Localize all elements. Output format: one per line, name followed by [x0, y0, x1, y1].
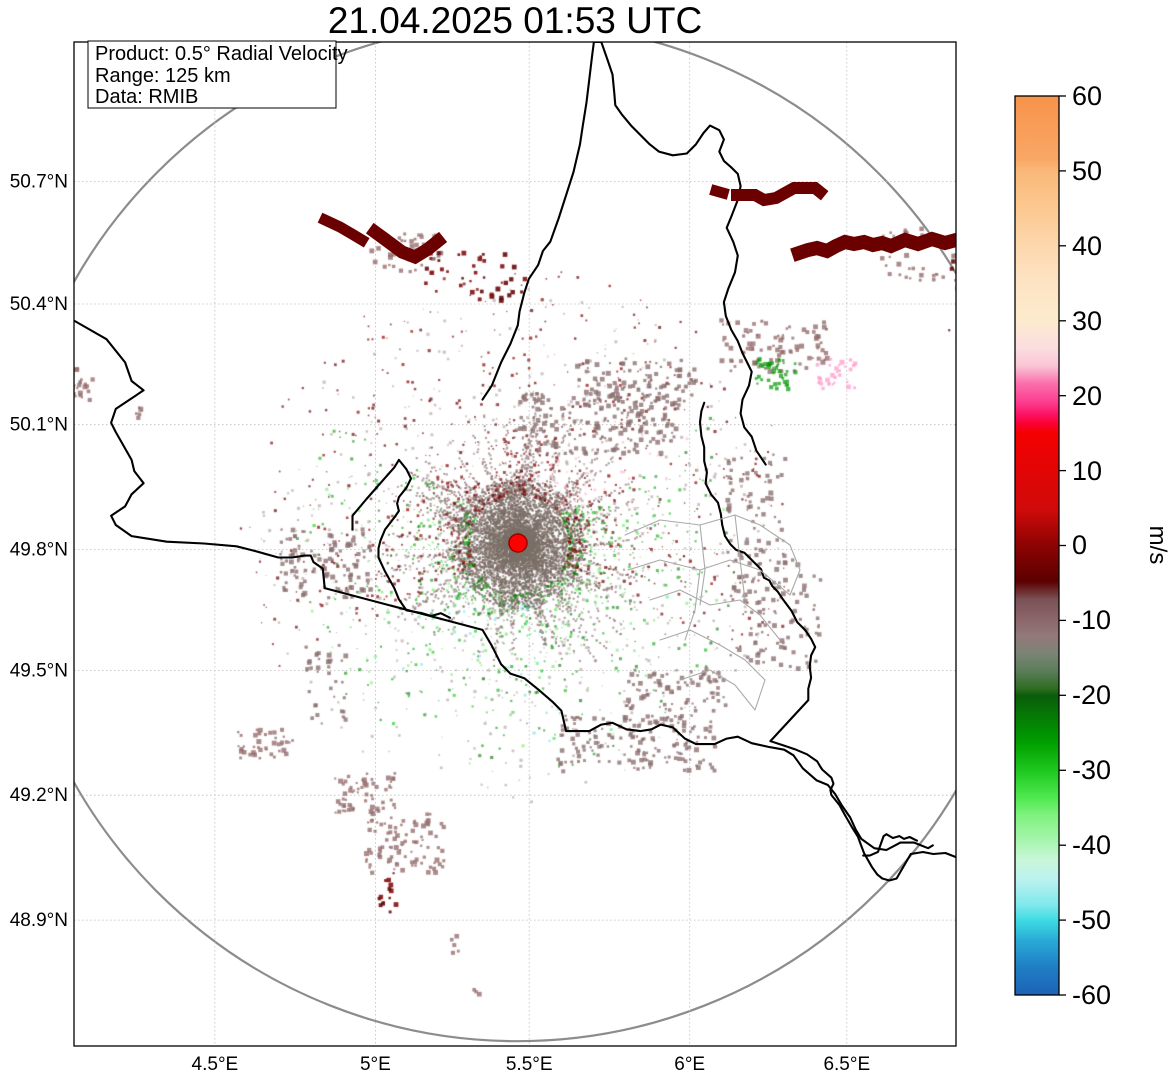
svg-text:50.4°N: 50.4°N — [10, 294, 68, 315]
svg-text:-40: -40 — [1072, 830, 1111, 860]
svg-text:20: 20 — [1072, 381, 1102, 411]
svg-text:10: 10 — [1072, 456, 1102, 486]
svg-text:4.5°E: 4.5°E — [192, 1054, 239, 1075]
svg-text:6.5°E: 6.5°E — [823, 1054, 870, 1075]
svg-text:50.1°N: 50.1°N — [10, 415, 68, 436]
svg-text:60: 60 — [1072, 81, 1102, 111]
svg-text:49.2°N: 49.2°N — [10, 785, 68, 806]
svg-text:0: 0 — [1072, 530, 1087, 560]
svg-text:-10: -10 — [1072, 605, 1111, 635]
svg-text:49.8°N: 49.8°N — [10, 540, 68, 561]
svg-text:50: 50 — [1072, 156, 1102, 186]
svg-text:48.9°N: 48.9°N — [10, 910, 68, 931]
svg-text:40: 40 — [1072, 231, 1102, 261]
svg-text:-30: -30 — [1072, 755, 1111, 785]
svg-text:49.5°N: 49.5°N — [10, 660, 68, 681]
svg-text:m/s: m/s — [1144, 526, 1171, 565]
svg-text:-60: -60 — [1072, 980, 1111, 1010]
svg-text:50.7°N: 50.7°N — [10, 172, 68, 193]
svg-text:Range: 125 km: Range: 125 km — [95, 65, 231, 87]
svg-text:-50: -50 — [1072, 905, 1111, 935]
svg-text:Data: RMIB: Data: RMIB — [95, 86, 198, 108]
svg-text:6°E: 6°E — [674, 1054, 705, 1075]
svg-text:5.5°E: 5.5°E — [506, 1054, 553, 1075]
svg-text:Product: 0.5° Radial Velocity: Product: 0.5° Radial Velocity — [95, 43, 348, 65]
svg-text:30: 30 — [1072, 306, 1102, 336]
svg-text:5°E: 5°E — [360, 1054, 391, 1075]
svg-text:-20: -20 — [1072, 680, 1111, 710]
